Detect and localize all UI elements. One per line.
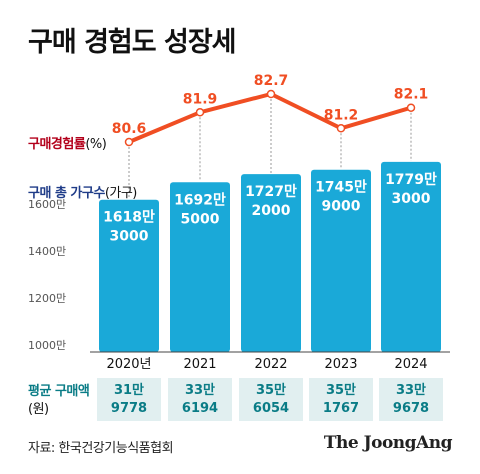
household-bar-label: 1618만 [103, 210, 155, 226]
avg-purchase-cell: 33만 6194 [168, 378, 232, 421]
rate-label: 81.9 [183, 91, 218, 107]
household-bar-label: 1692만 [174, 192, 226, 208]
rate-label: 81.2 [324, 107, 359, 123]
avg-purchase-cell: 35만 6054 [239, 378, 303, 421]
avg-purchase-value: 33만 [395, 382, 427, 398]
rate-point [124, 137, 134, 147]
rate-point [406, 103, 416, 112]
avg-purchase-value: 35만 [325, 382, 357, 398]
rate-legend: 구매경험률(%) [28, 133, 107, 152]
avg-purchase-value: 6194 [181, 400, 219, 416]
avg-purchase-value: 9778 [110, 400, 148, 416]
avg-purchase-cell: 31만 9778 [97, 378, 161, 421]
rate-point [266, 89, 276, 99]
household-bar-label: 3000 [110, 229, 149, 245]
household-bar [241, 174, 301, 352]
household-bar-label: 2000 [252, 203, 291, 219]
rate-legend-unit: (%) [85, 137, 107, 152]
avg-purchase-legend: 평균 구매액 (원) [28, 383, 90, 419]
x-tick-label: 2022 [254, 357, 287, 372]
avg-purchase-cell: 35만 1767 [309, 378, 373, 421]
x-tick-label: 2020년 [106, 357, 151, 372]
source-note: 자료: 한국건강기능식품협회 [28, 441, 174, 456]
x-tick-label: 2024 [394, 357, 427, 372]
households-legend: 구매 총 가구수(가구) [28, 182, 137, 201]
rate-label: 82.7 [254, 73, 289, 89]
avg-purchase-value: 9678 [392, 400, 430, 416]
avg-purchase-value: 31만 [113, 382, 145, 398]
x-tick-label: 2023 [324, 357, 357, 372]
avg-purchase-value: 35만 [255, 382, 287, 398]
rate-point [195, 108, 205, 117]
household-bar-label: 1745만 [315, 180, 367, 196]
household-bar [170, 182, 230, 352]
y-tick-label: 1400만 [28, 245, 66, 258]
household-bar [99, 199, 159, 352]
household-bar-label: 1727만 [245, 184, 297, 200]
rate-point [336, 124, 346, 133]
household-bar-label: 5000 [181, 211, 220, 227]
avg-purchase-value: 33만 [184, 382, 216, 398]
avg-purchase-legend-name: 평균 구매액 [28, 384, 90, 399]
y-tick-label: 1000만 [28, 339, 66, 352]
publisher-logo: The JoongAng [323, 433, 453, 453]
y-tick-label: 1600만 [28, 198, 66, 211]
household-bar [381, 161, 441, 352]
household-bar-label: 1779만 [385, 172, 437, 188]
household-bar-label: 9000 [322, 199, 361, 215]
avg-purchase-cell: 33만 9678 [379, 378, 443, 421]
households-legend-unit: (가구) [104, 186, 138, 201]
avg-purchase-legend-unit: (원) [28, 402, 49, 417]
rate-legend-name: 구매경험률 [28, 137, 86, 152]
x-tick-label: 2021 [183, 357, 216, 372]
avg-purchase-value: 1767 [322, 400, 360, 416]
rate-label: 80.6 [112, 121, 147, 137]
household-bar [311, 169, 371, 352]
y-tick-label: 1200만 [28, 292, 66, 305]
rate-line [128, 92, 412, 144]
chart-title: 구매 경험도 성장세 [28, 27, 237, 58]
avg-purchase-value: 6054 [252, 400, 290, 416]
household-bar-label: 3000 [392, 191, 431, 207]
households-legend-name: 구매 총 가구수 [28, 186, 105, 201]
rate-label: 82.1 [394, 87, 429, 103]
